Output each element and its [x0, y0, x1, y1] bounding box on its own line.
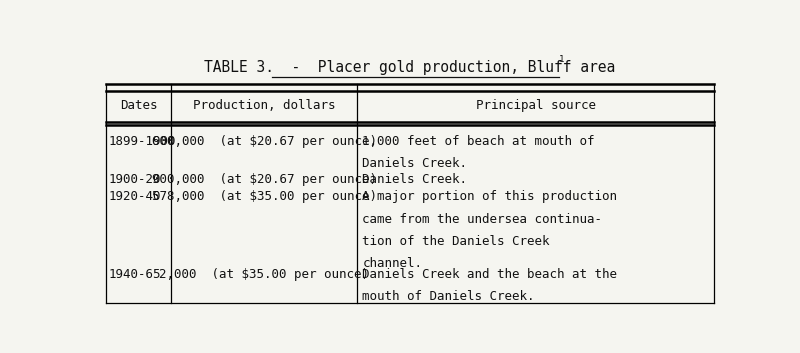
Text: 1940-65: 1940-65 — [109, 268, 161, 281]
Text: 600,000  (at $20.67 per ounce): 600,000 (at $20.67 per ounce) — [152, 135, 377, 148]
Text: Daniels Creek.: Daniels Creek. — [362, 173, 467, 186]
Text: 1900-20: 1900-20 — [109, 173, 161, 186]
Text: 578,000  (at $35.00 per ounce): 578,000 (at $35.00 per ounce) — [152, 191, 377, 203]
Text: 900,000  (at $20.67 per ounce): 900,000 (at $20.67 per ounce) — [152, 173, 377, 186]
Text: 1,000 feet of beach at mouth of: 1,000 feet of beach at mouth of — [362, 135, 594, 148]
Text: mouth of Daniels Creek.: mouth of Daniels Creek. — [362, 290, 534, 303]
Text: A major portion of this production: A major portion of this production — [362, 191, 618, 203]
Text: Daniels Creek.: Daniels Creek. — [362, 157, 467, 170]
Text: 2,000  (at $35.00 per ounce): 2,000 (at $35.00 per ounce) — [159, 268, 370, 281]
Text: TABLE 3.  -  Placer gold production, Bluff area: TABLE 3. - Placer gold production, Bluff… — [204, 60, 616, 75]
Text: Production, dollars: Production, dollars — [193, 99, 335, 112]
Text: Dates: Dates — [120, 99, 158, 112]
Text: came from the undersea continua-: came from the undersea continua- — [362, 213, 602, 226]
Text: tion of the Daniels Creek: tion of the Daniels Creek — [362, 235, 550, 248]
Text: 1920-40: 1920-40 — [109, 191, 161, 203]
Text: 1899-1900: 1899-1900 — [109, 135, 176, 148]
Text: Daniels Creek and the beach at the: Daniels Creek and the beach at the — [362, 268, 618, 281]
Text: 1: 1 — [558, 55, 564, 64]
Text: Principal source: Principal source — [475, 99, 595, 112]
Text: channel.: channel. — [362, 257, 422, 270]
